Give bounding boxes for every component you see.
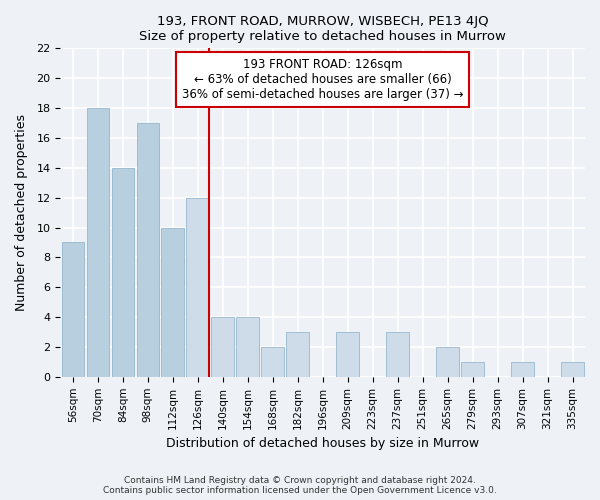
Text: 193 FRONT ROAD: 126sqm
← 63% of detached houses are smaller (66)
36% of semi-det: 193 FRONT ROAD: 126sqm ← 63% of detached… [182,58,463,101]
Bar [112,168,134,377]
Bar [511,362,534,377]
Bar [62,242,84,377]
Bar [436,347,459,377]
X-axis label: Distribution of detached houses by size in Murrow: Distribution of detached houses by size … [166,437,479,450]
Bar [337,332,359,377]
Bar [211,317,234,377]
Bar [161,228,184,377]
Bar [137,123,159,377]
Y-axis label: Number of detached properties: Number of detached properties [15,114,28,311]
Bar [187,198,209,377]
Bar [386,332,409,377]
Bar [461,362,484,377]
Bar [561,362,584,377]
Bar [262,347,284,377]
Bar [86,108,109,377]
Bar [286,332,309,377]
Bar [236,317,259,377]
Title: 193, FRONT ROAD, MURROW, WISBECH, PE13 4JQ
Size of property relative to detached: 193, FRONT ROAD, MURROW, WISBECH, PE13 4… [139,15,506,43]
Text: Contains HM Land Registry data © Crown copyright and database right 2024.
Contai: Contains HM Land Registry data © Crown c… [103,476,497,495]
